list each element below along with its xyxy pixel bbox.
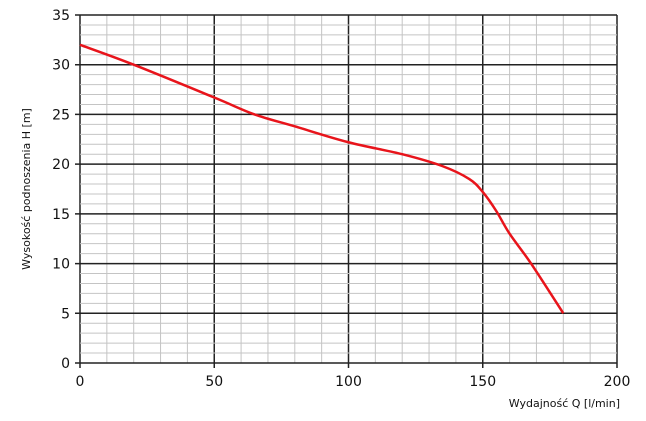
x-tick-label: 0: [76, 374, 85, 390]
series-line: [79, 43, 565, 314]
y-axis-label: Wysokość podnoszenia H [m]: [20, 108, 33, 270]
x-tick-label: 100: [335, 374, 362, 390]
y-tick-label: 0: [61, 356, 70, 372]
y-tick-label: 35: [52, 8, 70, 24]
x-tick-label: 150: [469, 374, 496, 390]
y-tick-label: 20: [52, 157, 70, 173]
y-tick-label: 15: [52, 207, 70, 223]
series: [79, 43, 565, 314]
y-tick-label: 30: [52, 58, 70, 74]
y-tick-label: 25: [52, 107, 70, 123]
y-tick-label: 5: [61, 306, 70, 322]
y-tick-label: 10: [52, 257, 70, 273]
x-axis-label: Wydajność Q [l/min]: [509, 397, 620, 410]
tick-labels: 0 50 100 150 200 0 5 10 15 20 25 30 35: [52, 8, 630, 390]
grid: [75, 14, 618, 368]
x-tick-label: 50: [205, 374, 223, 390]
x-tick-label: 200: [604, 374, 631, 390]
